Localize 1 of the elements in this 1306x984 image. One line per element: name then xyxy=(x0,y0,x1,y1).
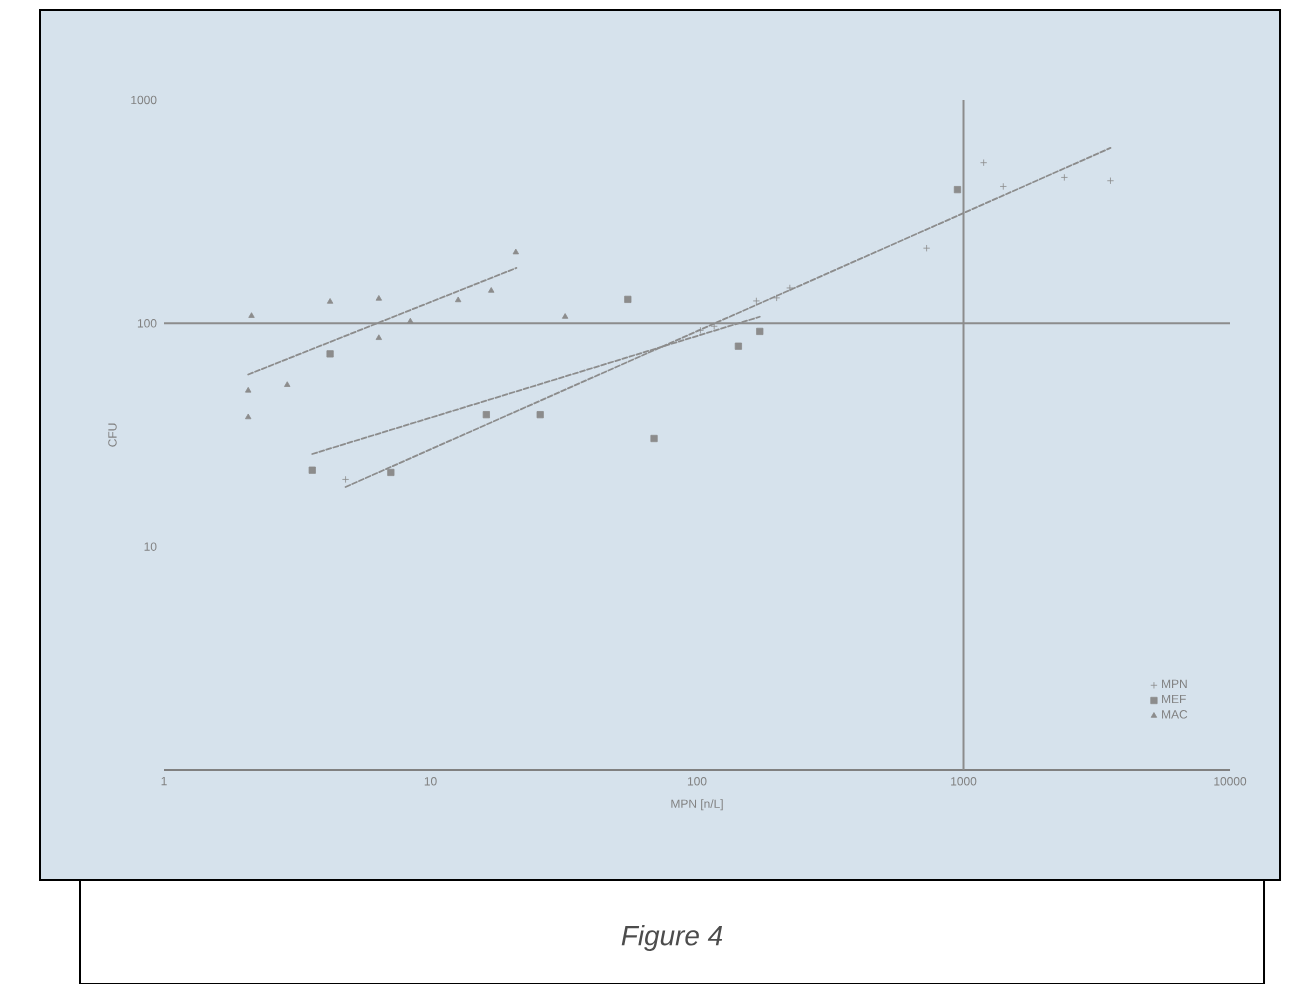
caption: Figure 4 xyxy=(621,924,723,951)
